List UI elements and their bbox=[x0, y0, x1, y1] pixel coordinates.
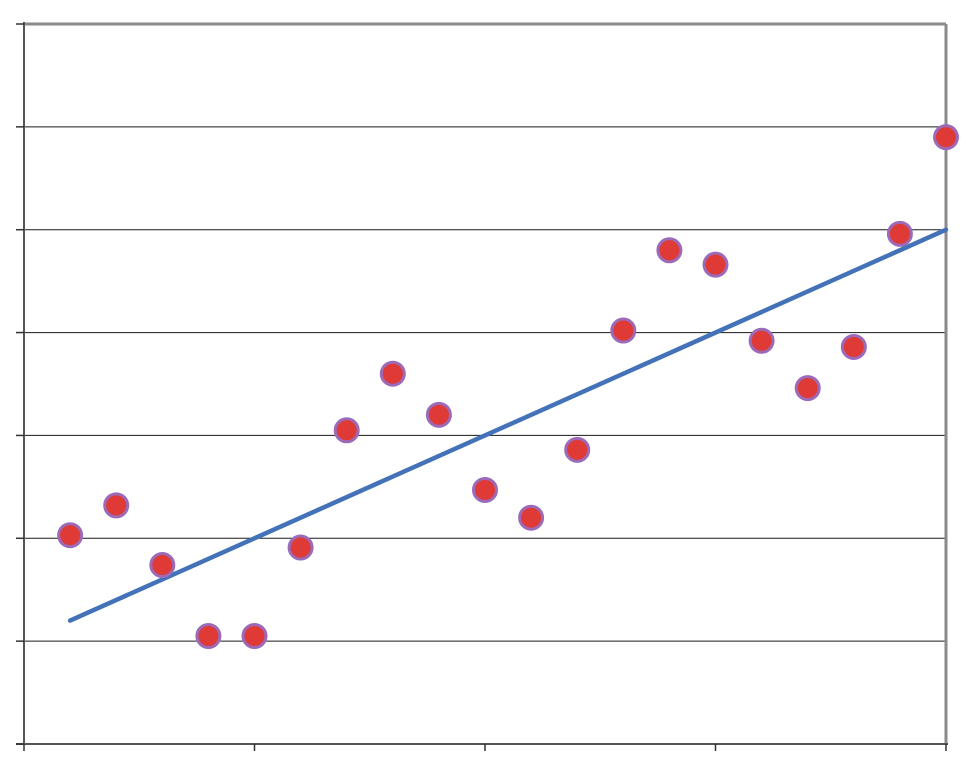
data-point-9 bbox=[425, 401, 452, 428]
data-point-18 bbox=[840, 333, 867, 360]
data-point-6 bbox=[287, 534, 314, 561]
data-point-4 bbox=[195, 623, 222, 649]
data-point-2 bbox=[103, 492, 130, 519]
trendline bbox=[67, 227, 949, 623]
data-point-14 bbox=[656, 237, 683, 264]
data-point-16 bbox=[748, 327, 775, 354]
data-point-15 bbox=[702, 251, 729, 278]
data-point-5 bbox=[241, 623, 268, 649]
data-point-19 bbox=[886, 220, 913, 247]
trendline-group bbox=[67, 227, 949, 623]
data-point-13 bbox=[610, 317, 637, 344]
data-point-7 bbox=[333, 417, 360, 444]
data-point-17 bbox=[794, 375, 821, 402]
data-point-11 bbox=[518, 504, 545, 531]
axis-ticks bbox=[16, 23, 947, 751]
data-point-10 bbox=[472, 476, 498, 503]
plot-frame bbox=[16, 22, 948, 745]
points-group bbox=[57, 124, 959, 649]
data-point-12 bbox=[564, 436, 591, 463]
data-point-3 bbox=[149, 552, 176, 579]
data-point-8 bbox=[379, 360, 406, 387]
data-point-20 bbox=[933, 124, 959, 151]
data-point-1 bbox=[57, 522, 84, 549]
